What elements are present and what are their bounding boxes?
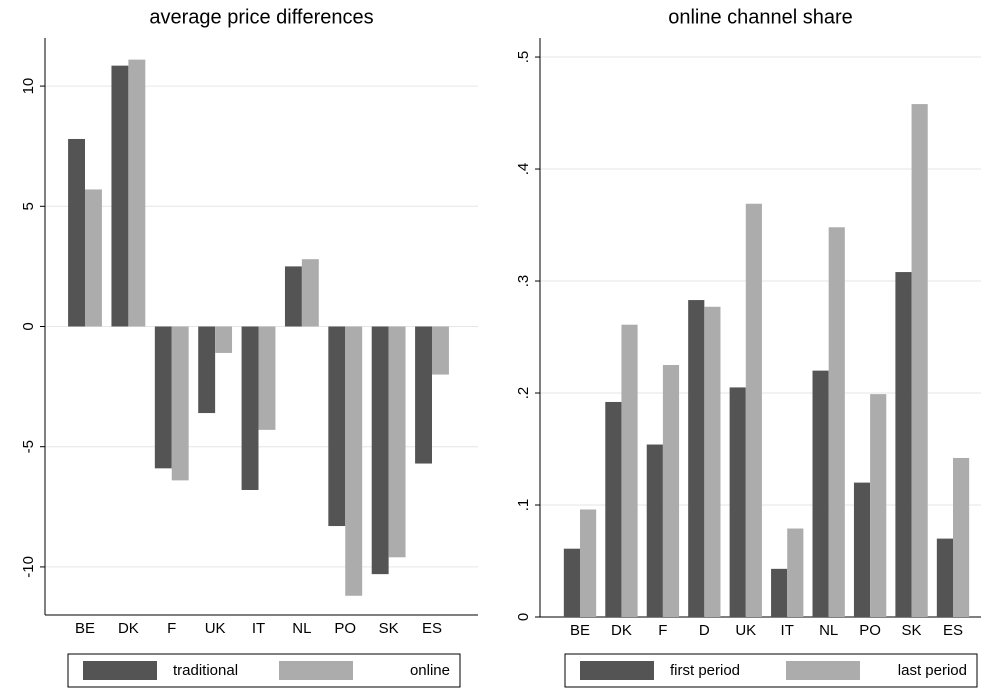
legend-swatch <box>83 661 157 680</box>
x-tick-label: PO <box>859 622 881 639</box>
bar <box>936 538 953 617</box>
bar <box>258 326 276 430</box>
bar <box>688 300 705 617</box>
bar <box>646 444 663 617</box>
bar <box>745 203 762 618</box>
bar <box>812 370 829 617</box>
legend-swatch <box>580 661 654 680</box>
y-tick-label: .3 <box>515 275 532 288</box>
bar <box>828 227 845 618</box>
y-tick-label: 5 <box>20 202 37 210</box>
chart-title: online channel share <box>668 6 853 28</box>
x-tick-label: IT <box>252 620 265 637</box>
x-tick-label: F <box>658 622 667 639</box>
x-tick-label: BE <box>75 620 95 637</box>
bar <box>68 138 85 327</box>
legend-swatch <box>279 661 353 680</box>
legend-label: last period <box>898 662 967 679</box>
bar <box>704 306 721 617</box>
y-tick-label: .5 <box>515 51 532 64</box>
x-tick-label: ES <box>422 620 442 637</box>
bar <box>895 272 912 617</box>
x-tick-label: UK <box>735 622 756 639</box>
bar <box>771 568 788 617</box>
y-tick-label: -10 <box>20 556 37 578</box>
x-tick-label: NL <box>292 620 311 637</box>
bar <box>301 259 319 327</box>
legend-label: traditional <box>173 662 238 679</box>
bar <box>580 509 597 617</box>
bar <box>284 266 302 327</box>
x-tick-label: BE <box>570 622 590 639</box>
bar <box>154 326 172 469</box>
bar <box>662 365 680 617</box>
y-tick-label: 0 <box>20 322 37 330</box>
y-tick-label: .4 <box>515 163 532 176</box>
y-tick-label: 0 <box>515 613 532 621</box>
bar <box>388 326 406 558</box>
x-tick-label: SK <box>379 620 399 637</box>
bar <box>241 326 259 490</box>
x-tick-label: NL <box>819 622 838 639</box>
legend-label: first period <box>670 662 740 679</box>
x-tick-label: ES <box>943 622 963 639</box>
bar <box>605 401 622 617</box>
bar <box>171 326 189 481</box>
x-tick-label: F <box>167 620 176 637</box>
x-tick-label: DK <box>611 622 632 639</box>
y-tick-label: -5 <box>20 440 37 453</box>
bar <box>415 326 432 464</box>
bar <box>345 326 363 596</box>
bar <box>198 326 216 414</box>
bar <box>85 189 102 327</box>
bar <box>111 65 129 327</box>
bar <box>128 59 146 327</box>
bar <box>432 326 449 375</box>
x-tick-label: UK <box>205 620 226 637</box>
y-tick-label: 10 <box>20 78 37 95</box>
bar <box>371 326 389 575</box>
x-tick-label: IT <box>781 622 794 639</box>
x-tick-label: DK <box>118 620 139 637</box>
bar <box>870 394 887 617</box>
legend-swatch <box>786 661 860 680</box>
bar <box>953 457 970 617</box>
y-tick-label: .1 <box>515 499 532 512</box>
bar <box>911 104 928 617</box>
chart-title: average price differences <box>149 6 373 28</box>
bar <box>215 326 233 353</box>
x-tick-label: D <box>699 622 710 639</box>
bar <box>853 482 871 617</box>
x-tick-label: SK <box>902 622 922 639</box>
y-tick-label: .2 <box>515 387 532 400</box>
bar <box>563 548 580 617</box>
legend-label: online <box>410 662 450 679</box>
x-tick-label: PO <box>334 620 356 637</box>
bar <box>328 326 346 527</box>
bar <box>621 324 638 617</box>
bar <box>787 528 804 617</box>
bar <box>729 387 746 617</box>
